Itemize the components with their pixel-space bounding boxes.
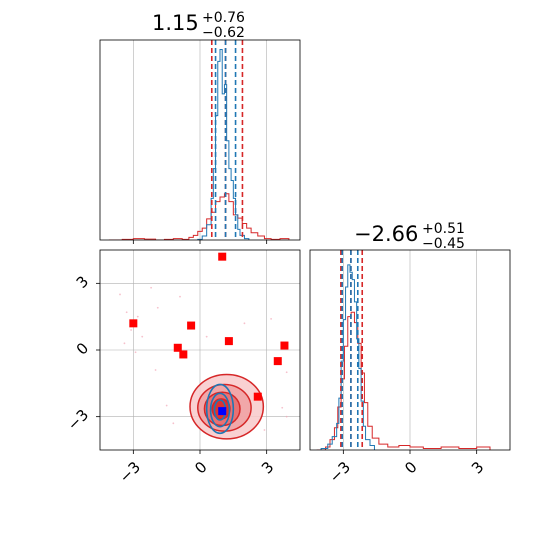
joint-tick-marks [96,282,268,454]
param2-xtick-label: 3 [468,458,487,477]
param2-marginal-panel: −2.66 +0.51 −0.45 −3 0 3 [309,221,511,486]
joint-xtick-labels: −3 0 3 [116,458,278,486]
param1-hist-red [108,193,290,240]
param2-hist-red [316,311,491,450]
joint-xtick-label: 0 [191,458,210,477]
param2-title-minus: −0.45 [422,236,465,252]
joint-faint-samples [119,286,288,431]
faint-sample-point [154,369,157,371]
param1-title-plus: +0.76 [202,10,245,26]
faint-sample-point [243,322,246,325]
red-square-marker [224,337,233,346]
faint-sample-point [119,293,121,296]
faint-sample-point [141,335,144,338]
faint-sample-point [165,404,168,407]
param2-tick-marks [342,450,478,454]
joint-xtick-label: −3 [116,458,144,486]
param1-title-minus: −0.62 [202,25,245,41]
faint-sample-point [156,306,159,309]
red-square-marker [280,341,289,350]
red-square-marker [187,321,196,330]
faint-sample-point [134,351,137,354]
param1-tick-marks [132,240,268,244]
joint-contours-blue [205,383,235,435]
red-square-marker [273,357,282,366]
joint-xtick-label: 3 [258,458,277,477]
joint-ytick-label: −3 [64,406,92,434]
joint-panel: −3 0 3 −3 0 3 [64,249,301,486]
truth-marker [218,407,227,416]
param2-title-value: −2.66 [354,222,418,246]
faint-sample-point [172,422,175,425]
param1-marginal-panel: 1.15 +0.76 −0.62 [99,10,301,244]
param1-title-value: 1.15 [152,11,199,35]
joint-ytick-label: 3 [73,272,92,291]
contour-blue [209,392,231,428]
param1-grid [133,40,267,240]
joint-markers [129,252,289,401]
param1-hist-blue [197,49,250,240]
contour-blue [205,383,235,435]
faint-sample-point [136,315,139,318]
faint-sample-point [205,335,208,338]
faint-sample-point [150,286,153,289]
joint-ytick-labels: −3 0 3 [64,272,92,434]
faint-sample-point [285,371,288,374]
faint-sample-point [130,329,133,331]
param2-xtick-label: −3 [326,458,354,486]
param2-title-plus: +0.51 [422,221,465,237]
faint-sample-point [270,317,273,320]
red-square-marker [179,350,188,359]
faint-sample-point [285,415,288,418]
joint-ytick-label: 0 [73,339,92,358]
faint-sample-point [179,295,181,298]
faint-sample-point [123,342,126,345]
param2-xtick-labels: −3 0 3 [326,458,488,486]
param1-quantile-lines [210,40,244,240]
red-square-marker [253,392,262,401]
param2-quantile-lines [340,250,364,450]
param2-xtick-label: 0 [401,458,420,477]
faint-sample-point [263,429,266,431]
faint-sample-point [125,311,128,314]
red-square-marker [173,343,182,352]
faint-sample-point [281,406,284,409]
param2-hist-blue [320,264,375,450]
red-square-marker [129,319,138,328]
red-square-marker [218,252,227,261]
